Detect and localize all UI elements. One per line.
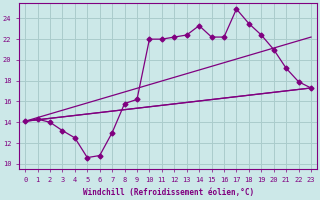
X-axis label: Windchill (Refroidissement éolien,°C): Windchill (Refroidissement éolien,°C) bbox=[83, 188, 254, 197]
